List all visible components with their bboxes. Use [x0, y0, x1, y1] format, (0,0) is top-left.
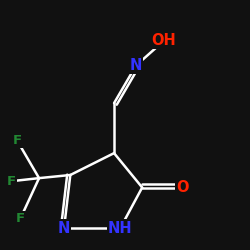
Text: N: N [58, 220, 70, 236]
Text: N: N [130, 58, 142, 73]
Text: F: F [6, 175, 16, 188]
Text: O: O [176, 180, 189, 195]
Text: F: F [12, 134, 22, 147]
Text: OH: OH [152, 33, 176, 48]
Text: NH: NH [108, 220, 132, 236]
Text: F: F [16, 212, 25, 225]
